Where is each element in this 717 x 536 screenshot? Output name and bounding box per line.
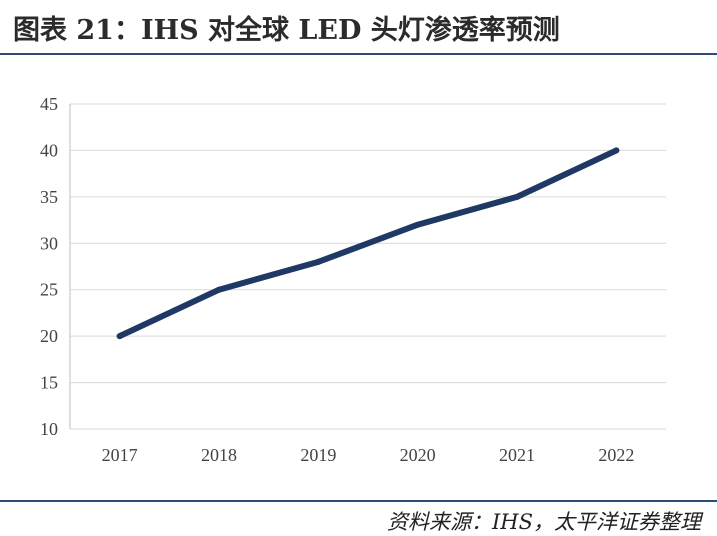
y-tick-label: 40 (40, 140, 58, 160)
x-tick-label: 2021 (499, 445, 535, 465)
x-tick-label: 2019 (300, 445, 336, 465)
y-tick-label: 35 (40, 187, 58, 207)
y-tick-label: 45 (40, 94, 58, 114)
source-note: 资料来源：IHS，太平洋证券整理 (387, 510, 701, 534)
data-point (216, 286, 222, 293)
gridlines (69, 103, 666, 430)
title-divider (0, 53, 717, 55)
x-tick-label: 2020 (400, 445, 436, 465)
data-point (414, 221, 421, 228)
footer-divider (0, 500, 717, 502)
data-point (514, 193, 520, 200)
x-tick-label: 2022 (598, 445, 634, 465)
y-tick-label: 20 (40, 326, 58, 346)
y-tick-label: 25 (40, 280, 58, 300)
series-group (116, 147, 620, 340)
x-tick-label: 2017 (102, 445, 138, 465)
x-tick-label: 2018 (201, 445, 237, 465)
chart-title: 图表 21：IHS 对全球 LED 头灯渗透率预测 (13, 15, 560, 46)
data-point (613, 147, 620, 154)
data-point (116, 333, 123, 340)
y-axis-ticks: 10 15 20 25 30 35 40 45 (40, 94, 58, 439)
y-tick-label: 15 (40, 373, 58, 393)
line-chart: 10 15 20 25 30 35 40 45 2017 2018 2019 2020 2021 202… (40, 94, 666, 465)
data-point (315, 258, 322, 265)
series-line-0 (116, 147, 620, 340)
y-tick-label: 30 (40, 233, 58, 253)
x-axis-ticks: 2017 2018 2019 2020 2021 2022 (102, 445, 635, 465)
y-tick-label: 10 (40, 419, 58, 439)
